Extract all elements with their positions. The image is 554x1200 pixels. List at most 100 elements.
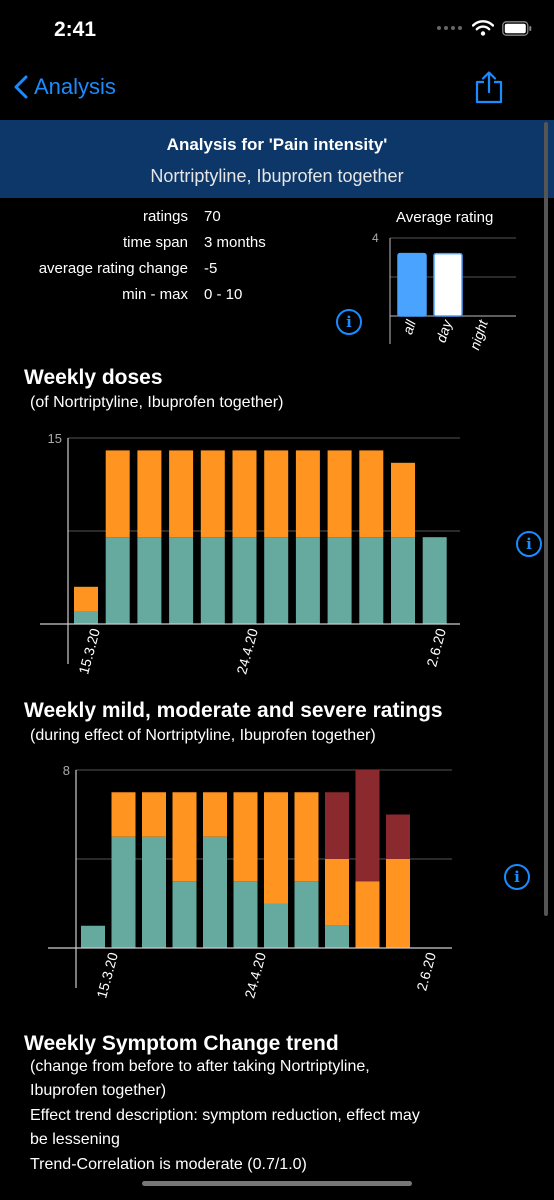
bar-segment xyxy=(169,537,194,624)
x-tick-label: 24.4.20 xyxy=(233,626,261,675)
bar-segment xyxy=(169,450,194,538)
bar-segment xyxy=(327,450,352,538)
navigation-bar: Analysis xyxy=(0,60,554,120)
share-button[interactable] xyxy=(474,70,504,109)
stat-label: average rating change xyxy=(38,260,188,277)
x-tick-label: 2.6.20 xyxy=(413,950,439,992)
bar-segment xyxy=(386,859,410,948)
stat-value: 70 xyxy=(204,208,221,225)
bar-segment xyxy=(203,836,227,948)
trend-line: be lessening xyxy=(30,1131,120,1148)
wifi-icon xyxy=(472,20,494,36)
average-rating-title: Average rating xyxy=(396,209,494,226)
bar-segment xyxy=(232,450,257,538)
bar-segment xyxy=(232,537,257,624)
bar-segment xyxy=(233,881,258,948)
weekly-ratings-title: Weekly mild, moderate and severe ratings xyxy=(24,699,443,722)
bar-segment xyxy=(355,881,380,948)
weekly-ratings-subtitle: (during effect of Nortriptyline, Ibuprof… xyxy=(30,727,376,744)
bar-segment xyxy=(327,537,352,624)
bar-segment xyxy=(325,925,349,948)
scrollbar[interactable] xyxy=(544,122,548,916)
stat-row-min-max: min - max 0 - 10 xyxy=(0,286,300,306)
bar-segment xyxy=(294,881,319,948)
bar-segment xyxy=(359,537,384,624)
trend-line: (change from before to after taking Nort… xyxy=(30,1058,370,1075)
bar-segment xyxy=(137,450,162,538)
bar-segment xyxy=(264,537,289,624)
weekly-doses-chart: 15 15.3.20 24.4.20 2.6.20 xyxy=(40,431,460,676)
bar-segment xyxy=(294,792,319,882)
bar-segment xyxy=(111,792,136,837)
y-tick-label: 15 xyxy=(48,431,62,446)
bar-segment xyxy=(359,450,384,538)
bar-segment xyxy=(74,586,98,612)
bar-segment xyxy=(264,903,288,948)
bar-segment xyxy=(391,462,415,538)
back-button-label: Analysis xyxy=(34,74,116,99)
bar-segment xyxy=(264,792,288,904)
share-icon xyxy=(475,71,503,104)
stat-value: 0 - 10 xyxy=(204,286,243,303)
analysis-header: Analysis for 'Pain intensity' Nortriptyl… xyxy=(0,120,554,198)
bar-segment xyxy=(200,537,225,624)
bar-segment xyxy=(325,792,349,859)
info-icon[interactable]: i xyxy=(336,309,362,335)
trend-line: Effect trend description: symptom reduct… xyxy=(30,1107,420,1124)
bar-segment xyxy=(264,450,289,538)
category-label: night xyxy=(466,317,491,352)
x-tick-label: 2.6.20 xyxy=(423,626,449,668)
bar-segment xyxy=(203,792,227,837)
bar-segment xyxy=(142,836,166,948)
bar-segment xyxy=(142,792,166,837)
trend-title: Weekly Symptom Change trend xyxy=(24,1032,339,1055)
bar-segment xyxy=(386,814,410,859)
trend-line: Trend-Correlation is moderate (0.7/1.0) xyxy=(30,1156,307,1173)
bar-segment xyxy=(74,611,98,624)
x-tick-label: 15.3.20 xyxy=(75,626,103,675)
weekly-doses-title: Weekly doses xyxy=(24,366,163,389)
analysis-title: Analysis for 'Pain intensity' xyxy=(166,135,388,154)
y-tick-label: 4 xyxy=(372,231,379,245)
info-icon[interactable]: i xyxy=(516,531,542,557)
stat-label: ratings xyxy=(142,208,188,225)
x-tick-label: 15.3.20 xyxy=(93,950,121,999)
back-button[interactable]: Analysis xyxy=(14,74,116,100)
bar-segment xyxy=(137,537,162,624)
bar-segment xyxy=(200,450,225,538)
x-tick-label: 24.4.20 xyxy=(241,950,269,999)
bar-segment xyxy=(233,792,258,882)
average-rating-chart: 4 all day night xyxy=(372,231,516,352)
stat-row-average-rating-change: average rating change -5 xyxy=(0,260,300,280)
bar-segment xyxy=(355,770,380,882)
status-time: 2:41 xyxy=(54,18,97,41)
analysis-subtitle: Nortriptyline, Ibuprofen together xyxy=(150,166,404,186)
bar-segment xyxy=(81,925,105,948)
stat-label: time span xyxy=(122,234,188,251)
bar-segment xyxy=(325,859,349,926)
category-label: all xyxy=(399,317,419,336)
stat-row-time-span: time span 3 months xyxy=(0,234,300,254)
bar-segment xyxy=(391,537,415,624)
weekly-doses-subtitle: (of Nortriptyline, Ibuprofen together) xyxy=(30,394,284,411)
chevron-left-icon xyxy=(14,75,28,99)
bar-segment xyxy=(172,792,197,882)
stat-value: 3 months xyxy=(204,234,266,251)
average-bar xyxy=(433,252,463,317)
home-indicator[interactable] xyxy=(142,1181,412,1186)
stat-value: -5 xyxy=(204,260,218,277)
status-bar: 2:41 xyxy=(0,0,554,60)
bar-segment xyxy=(422,537,447,624)
stat-row-ratings: ratings 70 xyxy=(0,208,300,228)
trend-line: Ibuprofen together) xyxy=(30,1082,167,1099)
weekly-ratings-chart: 8 15.3.20 24.4.20 2.6.20 xyxy=(48,763,452,1000)
battery-icon xyxy=(502,20,532,36)
stat-label: min - max xyxy=(122,286,188,303)
bar-segment xyxy=(111,836,136,948)
bar-segment xyxy=(172,881,197,948)
bar-segment xyxy=(105,450,130,538)
category-label: day xyxy=(433,317,456,344)
info-icon[interactable]: i xyxy=(504,864,530,890)
average-bar xyxy=(397,252,427,317)
signal-dots-icon xyxy=(437,26,462,30)
